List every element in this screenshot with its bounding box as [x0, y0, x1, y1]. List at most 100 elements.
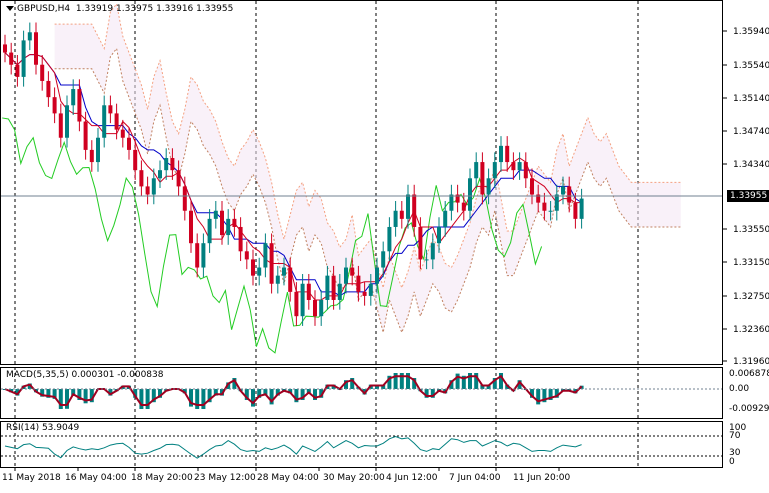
macd-bar — [344, 380, 348, 389]
candle-body — [337, 283, 342, 300]
candle-body — [34, 32, 38, 65]
candle-body — [40, 64, 45, 81]
macd-bar — [536, 389, 541, 405]
candle-body — [238, 226, 243, 252]
candle-body — [108, 105, 113, 114]
candle-body — [207, 218, 212, 244]
macd-bar — [139, 389, 144, 409]
macd-bar — [151, 389, 156, 403]
macd-bar — [313, 389, 317, 400]
macd-tick: -0.009296 — [729, 404, 769, 414]
macd-bar — [530, 389, 534, 398]
candle-body — [350, 267, 355, 276]
dropdown-arrow-icon[interactable] — [6, 6, 14, 11]
macd-bar — [244, 389, 249, 400]
candle-body — [232, 218, 237, 227]
candle-body — [356, 275, 361, 292]
candle-body — [120, 129, 125, 138]
macd-tick: 0.00 — [729, 384, 750, 394]
macd-bar — [300, 389, 305, 400]
price-tick: 1.31960 — [733, 357, 769, 367]
candle-body — [257, 267, 262, 276]
macd-bar — [251, 389, 255, 407]
macd-bar — [331, 384, 336, 389]
candle-body — [530, 178, 534, 195]
macd-bar — [145, 389, 150, 409]
macd-panel-frame — [0, 367, 723, 419]
candle-body — [96, 137, 100, 163]
candle-body — [170, 158, 175, 171]
macd-bar — [40, 389, 45, 397]
candle-body — [201, 243, 206, 268]
macd-bar — [226, 382, 231, 389]
candle-body — [362, 291, 367, 296]
time-label: 7 Jun 04:00 — [449, 473, 501, 483]
candle-body — [474, 162, 479, 179]
macd-bar — [399, 373, 404, 389]
candle-body — [344, 267, 348, 284]
macd-bar — [505, 384, 510, 389]
candle-body — [158, 170, 162, 179]
rsi-line — [4, 436, 582, 459]
macd-bar — [108, 389, 113, 396]
macd-bar — [350, 378, 355, 389]
price-tick: 1.33550 — [733, 225, 769, 235]
macd-bar — [486, 384, 491, 389]
time-label: 28 May 04:00 — [257, 473, 319, 483]
candle-body — [182, 186, 187, 211]
rsi-tick: 100 — [729, 423, 747, 433]
candle-body — [331, 275, 336, 300]
candle-body — [325, 275, 330, 300]
candle-body — [294, 291, 299, 317]
macd-bar — [492, 378, 497, 389]
candle-body — [127, 137, 131, 150]
macd-bar — [71, 389, 76, 396]
time-label: 23 May 12:00 — [194, 473, 256, 483]
candle-body — [65, 105, 69, 138]
macd-bar — [269, 389, 274, 405]
macd-bar — [27, 383, 32, 389]
macd-bar — [319, 389, 324, 398]
ohlc-values: 1.33919 1.33975 1.33916 1.33955 — [75, 4, 234, 14]
candle-body — [430, 243, 435, 260]
candle-body — [399, 210, 404, 219]
macd-bar — [542, 389, 547, 403]
main-panel-frame — [0, 0, 723, 365]
macd-bar — [77, 389, 82, 400]
candle-body — [263, 243, 268, 268]
time-label: 16 May 04:00 — [65, 473, 127, 483]
price-tick: 1.32360 — [733, 325, 769, 335]
ichimoku-cloud — [54, 3, 681, 333]
symbol-label: GBPUSD,H4 — [17, 4, 71, 14]
macd-bar — [182, 389, 187, 394]
candle-body — [269, 243, 274, 284]
candle-body — [579, 198, 584, 219]
macd-bar — [207, 389, 212, 403]
candle-body — [300, 283, 305, 317]
candle-body — [83, 121, 88, 150]
macd-bar — [517, 380, 522, 389]
macd-bar — [455, 373, 460, 389]
candle-body — [114, 113, 119, 130]
candle-body — [536, 194, 541, 203]
macd-bar — [46, 389, 51, 398]
macd-bar — [58, 389, 63, 409]
candle-body — [102, 105, 107, 138]
macd-label: MACD(5,35,5) 0.000301 -0.000838 — [6, 370, 164, 380]
rsi-tick: 70 — [729, 431, 741, 441]
macd-bar — [461, 375, 466, 389]
candle-body — [275, 275, 280, 284]
candle-body — [288, 267, 293, 292]
time-label: 11 May 2018 — [2, 473, 61, 483]
candle-body — [542, 202, 547, 211]
candle-body — [412, 194, 417, 227]
candle-body — [517, 162, 522, 171]
candle-body — [176, 170, 181, 187]
kijun-sen — [4, 52, 582, 297]
macd-bar — [83, 389, 88, 404]
macd-bar — [158, 389, 162, 398]
macd-bar — [263, 389, 268, 396]
macd-bar — [220, 389, 224, 396]
